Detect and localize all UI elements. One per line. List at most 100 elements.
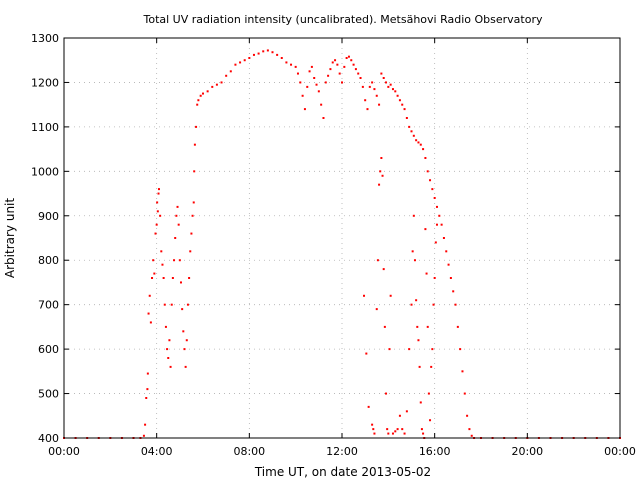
data-point <box>454 303 457 306</box>
data-point <box>193 170 196 173</box>
x-tick-label: 00:00 <box>604 445 636 458</box>
data-point <box>310 65 313 68</box>
data-point <box>199 94 202 97</box>
data-point <box>324 81 327 84</box>
data-point <box>445 250 448 253</box>
data-point <box>195 125 198 128</box>
data-point <box>371 81 374 84</box>
data-point <box>361 85 364 88</box>
data-point <box>174 237 177 239</box>
data-point <box>266 49 269 52</box>
data-point <box>153 272 156 275</box>
data-point <box>381 174 384 177</box>
y-tick-label: 1100 <box>31 121 59 134</box>
data-point <box>176 205 179 208</box>
data-point <box>417 141 420 144</box>
data-point <box>430 365 433 368</box>
data-point <box>419 401 422 404</box>
data-point <box>151 277 154 279</box>
data-point <box>229 70 232 73</box>
data-point <box>378 183 381 186</box>
data-point <box>456 325 459 328</box>
data-point <box>163 303 166 306</box>
data-point <box>405 410 408 413</box>
data-point <box>368 85 371 88</box>
data-point <box>327 74 330 77</box>
data-point <box>186 303 189 306</box>
data-point <box>415 299 418 302</box>
data-point <box>225 74 228 77</box>
data-point <box>164 325 167 328</box>
data-point <box>248 57 251 59</box>
data-point <box>396 428 399 431</box>
data-point <box>391 88 394 91</box>
data-point <box>341 81 343 84</box>
data-point <box>322 117 325 119</box>
data-point <box>394 430 397 433</box>
data-point <box>375 308 378 311</box>
data-point <box>175 214 178 217</box>
data-point <box>334 59 337 62</box>
data-point <box>431 188 434 191</box>
data-point <box>394 90 397 93</box>
data-point <box>396 94 399 97</box>
y-tick-label: 1200 <box>31 76 59 89</box>
data-point <box>447 263 450 266</box>
x-axis-label: Time UT, on date 2013-05-02 <box>254 465 431 479</box>
data-point <box>191 214 194 217</box>
data-point <box>432 303 435 306</box>
data-point <box>422 432 425 435</box>
data-point <box>452 290 455 293</box>
data-point <box>215 83 218 86</box>
x-tick-label: 04:00 <box>141 445 173 458</box>
data-point <box>159 214 162 217</box>
data-point <box>154 232 157 235</box>
data-point <box>391 432 394 435</box>
data-point <box>468 428 471 431</box>
data-point <box>262 50 265 53</box>
data-point <box>405 117 408 119</box>
data-point <box>429 179 432 182</box>
data-point <box>415 139 418 142</box>
data-point <box>410 130 413 133</box>
data-point <box>380 72 383 75</box>
data-point <box>408 125 411 128</box>
data-point <box>429 419 432 422</box>
data-point <box>440 223 443 226</box>
data-point <box>354 68 357 71</box>
data-point <box>383 325 386 328</box>
data-point <box>387 85 390 88</box>
data-point <box>234 63 237 66</box>
data-point <box>410 303 413 306</box>
x-tick-label: 16:00 <box>419 445 451 458</box>
y-tick-label: 400 <box>38 432 59 445</box>
data-point <box>169 365 172 368</box>
data-point <box>385 81 388 84</box>
data-point <box>317 90 320 93</box>
data-point <box>434 241 437 244</box>
data-point <box>459 348 462 351</box>
data-point <box>403 432 406 435</box>
data-point <box>160 250 163 253</box>
data-point <box>382 77 385 79</box>
data-point <box>303 108 306 111</box>
data-point <box>315 83 318 86</box>
y-axis-label: Arbitrary unit <box>3 198 17 278</box>
data-point <box>466 414 469 417</box>
data-point <box>419 143 422 146</box>
data-point <box>185 339 188 342</box>
data-point <box>147 312 150 315</box>
data-point <box>306 85 309 88</box>
data-point <box>206 90 209 93</box>
data-point <box>426 170 429 173</box>
data-point <box>343 65 346 68</box>
data-point <box>373 432 376 435</box>
data-point <box>357 72 360 75</box>
data-point <box>367 405 370 408</box>
data-point <box>350 59 353 62</box>
data-point <box>329 68 332 71</box>
data-point <box>435 205 438 208</box>
data-point <box>280 57 283 59</box>
data-point <box>301 94 304 97</box>
data-point <box>146 372 149 375</box>
